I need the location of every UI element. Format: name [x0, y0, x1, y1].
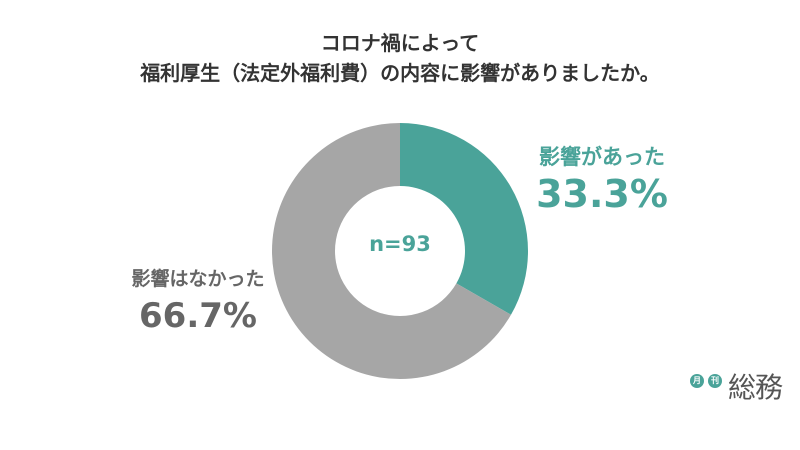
slice-category-not-affected: 影響はなかった: [131, 268, 265, 290]
donut-slice-affected: [400, 123, 528, 315]
slice-value-not-affected: 66.7%: [139, 296, 257, 336]
chart-title-line1: コロナ禍によって: [320, 31, 480, 55]
sample-size-label: n=93: [369, 232, 431, 256]
logo-badge-month: 月: [690, 374, 704, 388]
logo-badge-issue: 刊: [708, 374, 722, 388]
slice-label-affected: 影響があった 33.3%: [512, 143, 692, 217]
slice-label-not-affected: 影響はなかった 66.7%: [108, 265, 288, 339]
logo-name: 総務: [728, 371, 783, 404]
donut-slice-not-affected: [272, 123, 511, 379]
slice-category-affected: 影響があった: [539, 145, 665, 169]
publisher-logo: 月 刊 総務: [690, 368, 786, 412]
chart-title-line2: 福利厚生（法定外福利費）の内容に影響がありましたか。: [140, 61, 660, 85]
slice-value-affected: 33.3%: [536, 172, 668, 216]
